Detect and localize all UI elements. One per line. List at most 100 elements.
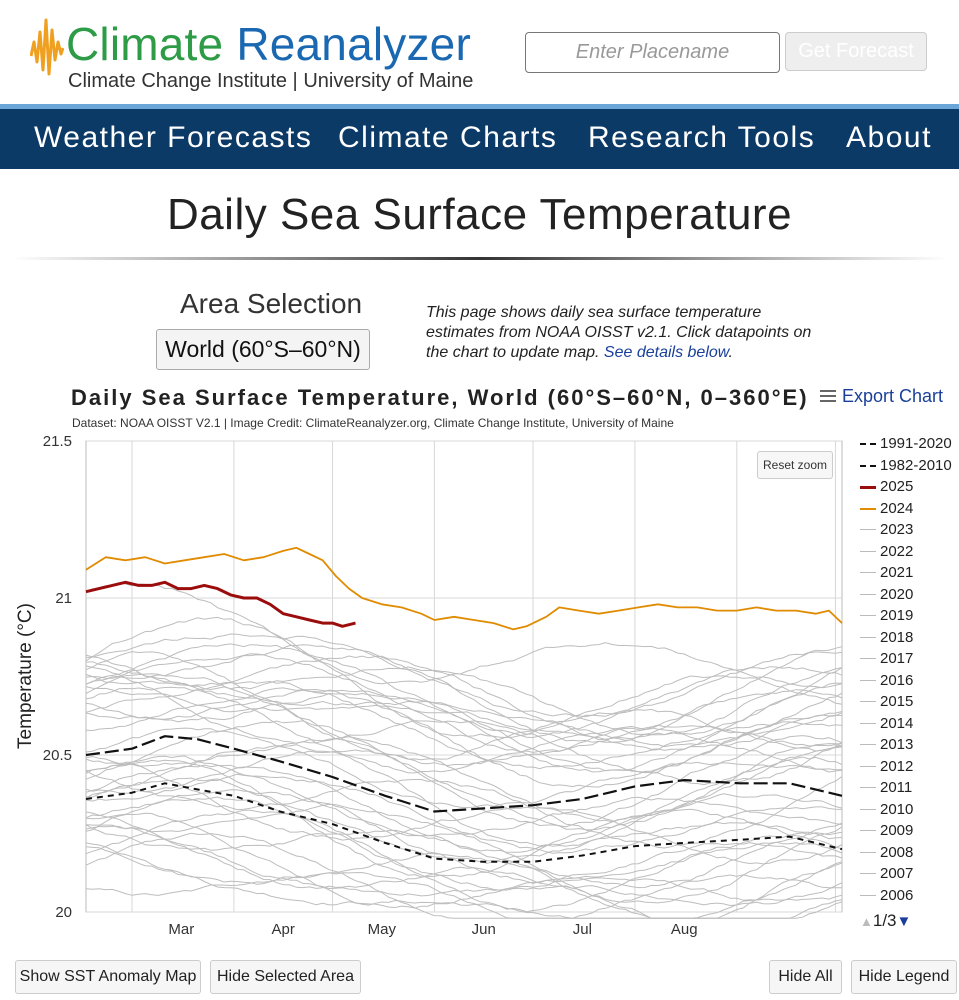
background-year-line[interactable]	[85, 811, 843, 919]
legend-item-2013[interactable]: 2013	[858, 734, 952, 756]
get-forecast-button[interactable]: Get Forecast	[785, 32, 927, 71]
legend-label: 2006	[880, 886, 914, 904]
background-year-line[interactable]	[85, 673, 843, 767]
legend-page-up-icon[interactable]: ▲	[860, 914, 873, 929]
background-year-line[interactable]	[85, 755, 843, 865]
y-axis-label: Temperature (°C)	[15, 603, 36, 749]
legend-swatch	[860, 765, 876, 767]
y-tick-label: 21.5	[43, 433, 72, 450]
nav-research-tools[interactable]: Research Tools	[588, 121, 816, 154]
legend-item-2016[interactable]: 2016	[858, 670, 952, 692]
background-year-line[interactable]	[85, 736, 843, 823]
nav-weather-forecasts[interactable]: Weather Forecasts	[34, 121, 313, 154]
show-sst-anomaly-map-button[interactable]: Show SST Anomaly Map	[15, 960, 201, 994]
see-details-link[interactable]: See details below	[603, 344, 729, 361]
chart-series[interactable]	[85, 546, 843, 863]
export-chart-button[interactable]: Export Chart	[820, 386, 943, 407]
legend-item-2025[interactable]: 2025	[858, 476, 952, 498]
legend-swatch	[860, 615, 876, 616]
background-year-line[interactable]	[85, 824, 843, 904]
background-year-line[interactable]	[85, 633, 843, 718]
background-year-line[interactable]	[85, 796, 843, 891]
background-year-line[interactable]	[85, 809, 843, 913]
background-year-line[interactable]	[85, 686, 843, 751]
export-chart-label: Export Chart	[842, 386, 944, 406]
series-line-2025[interactable]	[85, 580, 356, 628]
legend-item-2006[interactable]: 2006	[858, 885, 952, 907]
logo-word-reanalyzer: Reanalyzer	[236, 18, 471, 70]
legend-item-2022[interactable]: 2022	[858, 541, 952, 563]
legend-item-2021[interactable]: 2021	[858, 562, 952, 584]
legend-item-2009[interactable]: 2009	[858, 820, 952, 842]
legend-item-2024[interactable]: 2024	[858, 498, 952, 520]
background-year-line[interactable]	[85, 680, 843, 770]
legend-swatch	[860, 701, 876, 702]
area-select-dropdown[interactable]: World (60°S–60°N)	[156, 329, 370, 370]
background-year-line[interactable]	[85, 720, 843, 828]
background-year-line[interactable]	[85, 727, 843, 809]
legend-item-2012[interactable]: 2012	[858, 756, 952, 778]
legend-item-2007[interactable]: 2007	[858, 863, 952, 885]
background-year-line[interactable]	[85, 759, 843, 878]
background-year-line[interactable]	[85, 764, 843, 853]
legend-swatch	[860, 486, 876, 489]
reset-zoom-button[interactable]: Reset zoom	[757, 451, 833, 479]
legend-swatch	[860, 873, 876, 874]
legend-swatch	[860, 593, 876, 595]
nav-climate-charts[interactable]: Climate Charts	[338, 121, 558, 154]
placename-input[interactable]	[525, 32, 780, 73]
background-year-line[interactable]	[85, 643, 843, 739]
legend-item-2020[interactable]: 2020	[858, 584, 952, 606]
legend-item-2011[interactable]: 2011	[858, 777, 952, 799]
series-line-1991-2020[interactable]	[85, 735, 843, 813]
legend-label: 1982-2010	[880, 456, 952, 474]
main-nav: Weather Forecasts Climate Charts Researc…	[0, 104, 959, 169]
legend-item-2018[interactable]: 2018	[858, 627, 952, 649]
background-year-line[interactable]	[85, 789, 843, 884]
logo-word-climate: Climate	[66, 18, 224, 70]
legend-item-2017[interactable]: 2017	[858, 648, 952, 670]
background-year-line[interactable]	[85, 755, 843, 837]
background-year-line[interactable]	[85, 661, 843, 748]
background-year-line[interactable]	[85, 655, 843, 741]
chart-title: Daily Sea Surface Temperature, World (60…	[71, 385, 809, 410]
background-year-line[interactable]	[85, 777, 843, 864]
background-year-line[interactable]	[85, 644, 843, 743]
legend-item-1982-2010[interactable]: 1982-2010	[858, 455, 952, 477]
background-year-line[interactable]	[85, 692, 843, 774]
background-year-line[interactable]	[85, 682, 843, 773]
background-year-line[interactable]	[85, 687, 843, 788]
legend-item-2014[interactable]: 2014	[858, 713, 952, 735]
background-year-line[interactable]	[85, 770, 843, 849]
site-logo-title[interactable]: Climate Reanalyzer	[66, 16, 471, 72]
background-year-line[interactable]	[85, 653, 843, 753]
background-year-line[interactable]	[85, 832, 843, 919]
background-year-line[interactable]	[85, 744, 843, 847]
hide-all-button[interactable]: Hide All	[769, 960, 842, 994]
legend-page-down-icon[interactable]: ▼	[896, 913, 912, 930]
series-line-1982-2010[interactable]	[85, 782, 843, 863]
legend-item-2015[interactable]: 2015	[858, 691, 952, 713]
nav-about[interactable]: About	[846, 121, 932, 154]
hide-legend-button[interactable]: Hide Legend	[851, 960, 957, 994]
legend-label: 2010	[880, 800, 914, 818]
legend-item-1991-2020[interactable]: 1991-2020	[858, 433, 952, 455]
background-year-line[interactable]	[85, 582, 843, 689]
sst-chart[interactable]: Daily Sea Surface Temperature, World (60…	[0, 375, 959, 945]
background-year-line[interactable]	[85, 825, 843, 907]
legend-item-2023[interactable]: 2023	[858, 519, 952, 541]
background-year-line[interactable]	[85, 773, 843, 854]
legend-item-2008[interactable]: 2008	[858, 842, 952, 864]
hide-selected-area-button[interactable]: Hide Selected Area	[210, 960, 361, 994]
series-line-2024[interactable]	[85, 546, 843, 631]
legend-page-indicator: 1/3	[872, 911, 897, 930]
background-year-line[interactable]	[85, 654, 843, 736]
legend-item-2019[interactable]: 2019	[858, 605, 952, 627]
background-year-line[interactable]	[85, 616, 843, 739]
background-year-line[interactable]	[85, 686, 843, 774]
background-year-line[interactable]	[85, 842, 843, 919]
legend-item-2010[interactable]: 2010	[858, 799, 952, 821]
background-year-line[interactable]	[85, 803, 843, 889]
background-year-line[interactable]	[85, 812, 843, 909]
background-year-line[interactable]	[85, 743, 842, 831]
